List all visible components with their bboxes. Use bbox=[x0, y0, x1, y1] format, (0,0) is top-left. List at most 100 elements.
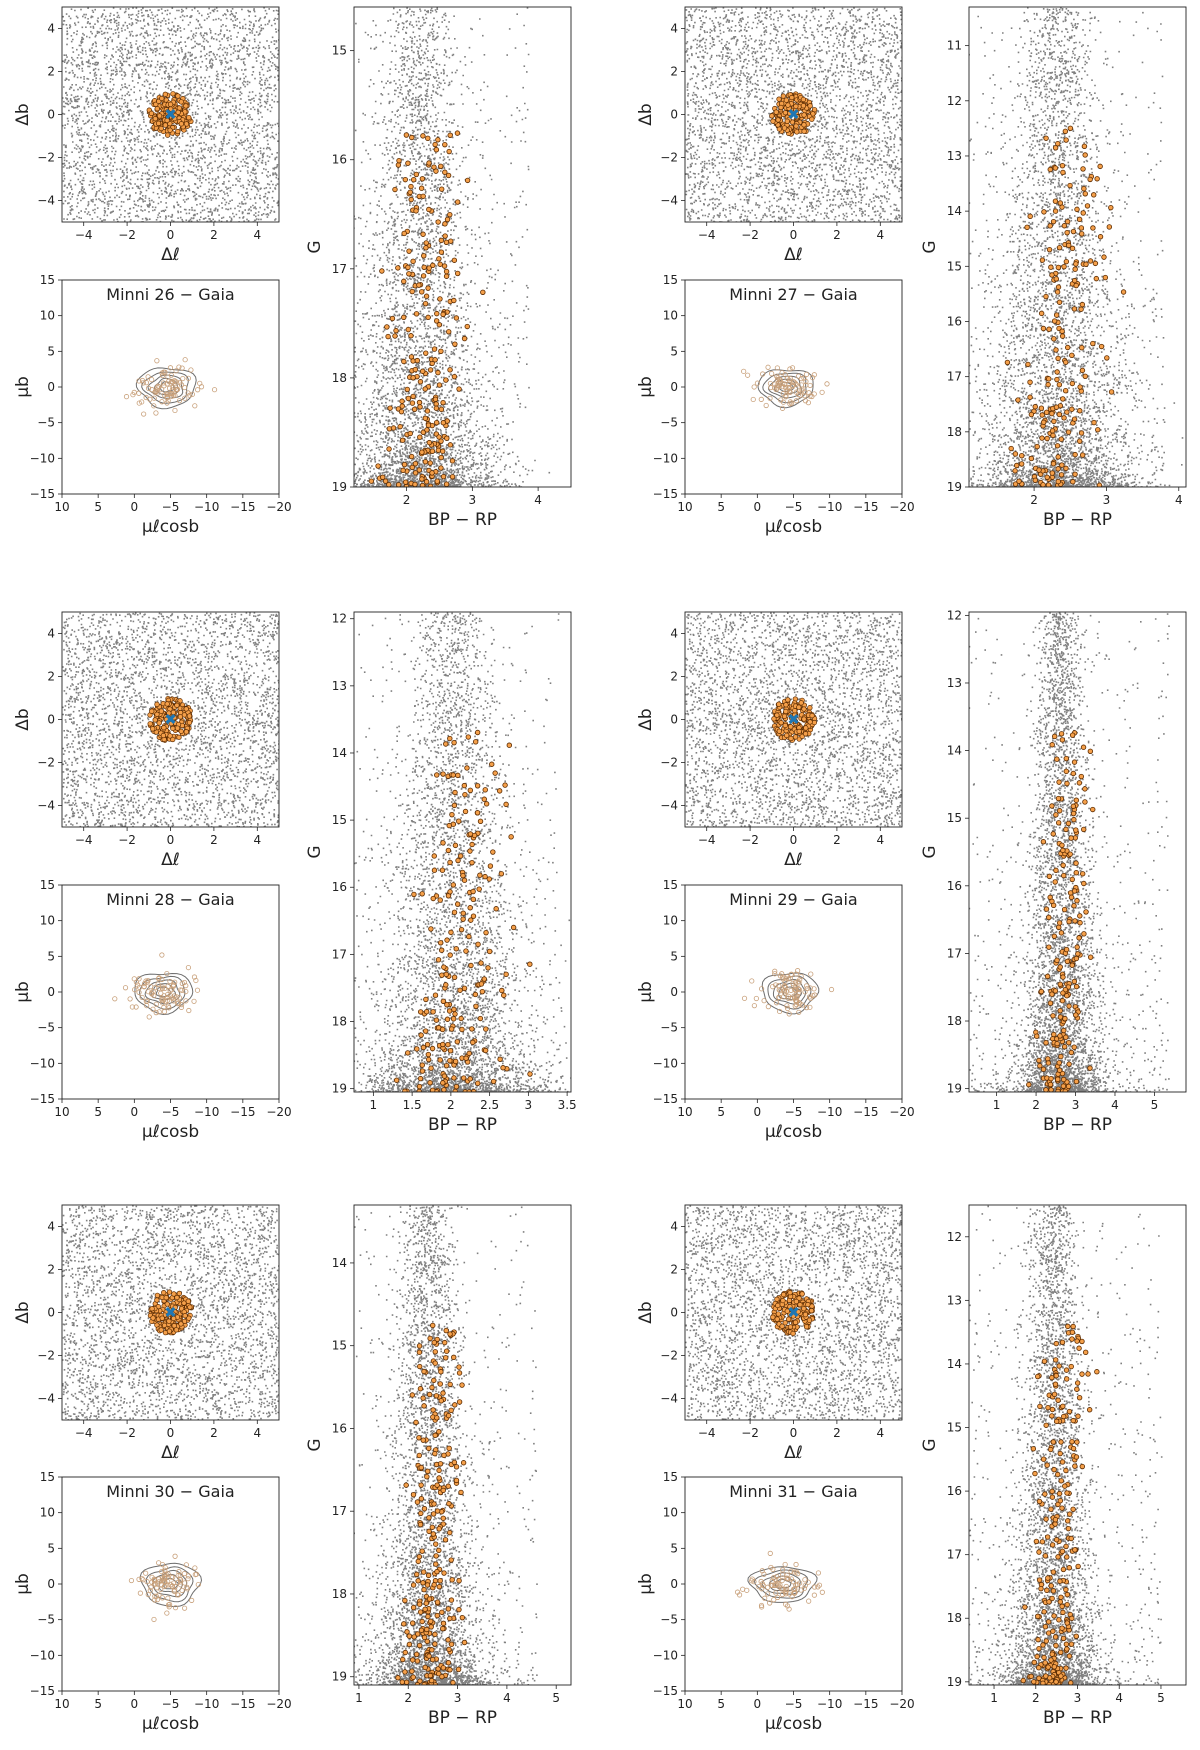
y-tick-label: 15 bbox=[663, 1470, 678, 1484]
cmd-member-point bbox=[431, 1010, 436, 1015]
y-tick-label: 2 bbox=[670, 1263, 678, 1277]
y-tick-label: −10 bbox=[653, 1056, 678, 1070]
x-tick-label: 2 bbox=[833, 228, 841, 242]
y-tick-label: 13 bbox=[947, 149, 962, 163]
cmd-member-point bbox=[1046, 1405, 1051, 1410]
cmd-member-point bbox=[433, 1632, 438, 1637]
x-tick-label: 4 bbox=[1111, 1098, 1119, 1112]
x-tick-label: 10 bbox=[54, 500, 69, 514]
cmd-member-point bbox=[1051, 832, 1056, 837]
cmd-member-point bbox=[1061, 1077, 1066, 1082]
cmd-member-point bbox=[1071, 1418, 1076, 1423]
x-tick-label: 10 bbox=[54, 1697, 69, 1711]
y-tick-label: 4 bbox=[47, 627, 55, 641]
cmd-member-point bbox=[1060, 1506, 1065, 1511]
pm-member-point bbox=[173, 1554, 177, 1558]
y-tick-label: −15 bbox=[653, 1684, 678, 1698]
cmd-member-point bbox=[448, 889, 453, 894]
cmd-member-point bbox=[1054, 313, 1059, 318]
y-tick-label: 19 bbox=[947, 1082, 962, 1096]
cmd-member-point bbox=[504, 972, 509, 977]
cmd-member-point bbox=[1055, 757, 1060, 762]
x-tick-label: 3 bbox=[469, 493, 477, 507]
cmd-member-point bbox=[1050, 429, 1055, 434]
y-axis-label: Δb bbox=[636, 103, 656, 125]
cmd-member-point bbox=[441, 1626, 446, 1631]
cmd-member-point bbox=[481, 290, 486, 295]
cmd-member-point bbox=[471, 889, 476, 894]
x-tick-label: 0 bbox=[790, 1426, 798, 1440]
cmd-member-point bbox=[1058, 1498, 1063, 1503]
cmd-member-point bbox=[1061, 873, 1066, 878]
cmd-member-point bbox=[1009, 446, 1014, 451]
cmd-member-point bbox=[1063, 1016, 1068, 1021]
cmd-member-point bbox=[452, 1403, 457, 1408]
x-tick-label: 3 bbox=[1103, 493, 1111, 507]
y-tick-label: 2 bbox=[47, 670, 55, 684]
cmd-member-point bbox=[1048, 1001, 1053, 1006]
cmd-member-point bbox=[1105, 356, 1110, 361]
cmd-member-point bbox=[1060, 1340, 1065, 1345]
sky-member-point bbox=[150, 727, 155, 732]
cmd-member-point bbox=[444, 983, 449, 988]
cmd-member-point bbox=[1050, 742, 1055, 747]
cmd-member-point bbox=[446, 1638, 451, 1643]
sky-member-point bbox=[810, 117, 815, 122]
cmd-member-point bbox=[426, 286, 431, 291]
cmd-member-point bbox=[455, 1039, 460, 1044]
cmd-member-point bbox=[455, 902, 460, 907]
x-tick-label: 2 bbox=[1030, 493, 1038, 507]
pm-member-point bbox=[187, 1008, 191, 1012]
x-tick-label: −10 bbox=[194, 1105, 219, 1119]
cmd-member-point bbox=[439, 1369, 444, 1374]
cmd-member-point bbox=[511, 925, 516, 930]
cmd-member-point bbox=[1058, 982, 1063, 987]
cmd-member-point bbox=[1044, 907, 1049, 912]
cmd-member-point bbox=[1037, 1646, 1042, 1651]
cmd-member-point bbox=[1047, 327, 1052, 332]
cmd-member-point bbox=[1058, 1015, 1063, 1020]
x-tick-label: 4 bbox=[876, 833, 884, 847]
cmd-member-point bbox=[462, 783, 467, 788]
sky-member-point bbox=[775, 1297, 780, 1302]
y-tick-label: −5 bbox=[660, 1613, 678, 1627]
sky-member-point bbox=[808, 104, 813, 109]
cmd-member-point bbox=[386, 334, 391, 339]
cmd-member-point bbox=[464, 949, 469, 954]
x-tick-label: −2 bbox=[118, 228, 136, 242]
cmd-member-point bbox=[1055, 1041, 1060, 1046]
cmd-member-point bbox=[1053, 1635, 1058, 1640]
cmd-member-point bbox=[1054, 1419, 1059, 1424]
pm-member-point bbox=[809, 972, 813, 976]
cmd-member-point bbox=[418, 1522, 423, 1527]
cmd-member-point bbox=[421, 1438, 426, 1443]
sky-member-point bbox=[780, 1324, 785, 1329]
pm-member-point bbox=[751, 397, 755, 401]
x-axis-label: Δℓ bbox=[161, 245, 180, 265]
cmd-member-point bbox=[436, 370, 441, 375]
cmd-member-point bbox=[414, 312, 419, 317]
cmd-member-point bbox=[1043, 1624, 1048, 1629]
pm-member-point bbox=[173, 408, 177, 412]
sky-member-point bbox=[184, 104, 189, 109]
sky-member-point bbox=[808, 705, 813, 710]
cmd-member-point bbox=[444, 1349, 449, 1354]
y-tick-label: 4 bbox=[670, 22, 678, 36]
cmd-member-point bbox=[435, 1509, 440, 1514]
x-tick-label: 0 bbox=[790, 833, 798, 847]
cmd-member-point bbox=[438, 297, 443, 302]
cmd-member-point bbox=[422, 1506, 427, 1511]
cmd-member-point bbox=[437, 1468, 442, 1473]
y-tick-label: 4 bbox=[47, 1220, 55, 1234]
cmd-member-point bbox=[470, 1027, 475, 1032]
cmd-member-point bbox=[432, 1582, 437, 1587]
cmd-member-point bbox=[480, 989, 485, 994]
cmd-member-point bbox=[1054, 1643, 1059, 1648]
cmd-member-point bbox=[1041, 420, 1046, 425]
cmd-member-point bbox=[1085, 204, 1090, 209]
cmd-member-point bbox=[447, 1647, 452, 1652]
cmd-member-point bbox=[412, 892, 417, 897]
pm-member-point bbox=[129, 1578, 133, 1582]
